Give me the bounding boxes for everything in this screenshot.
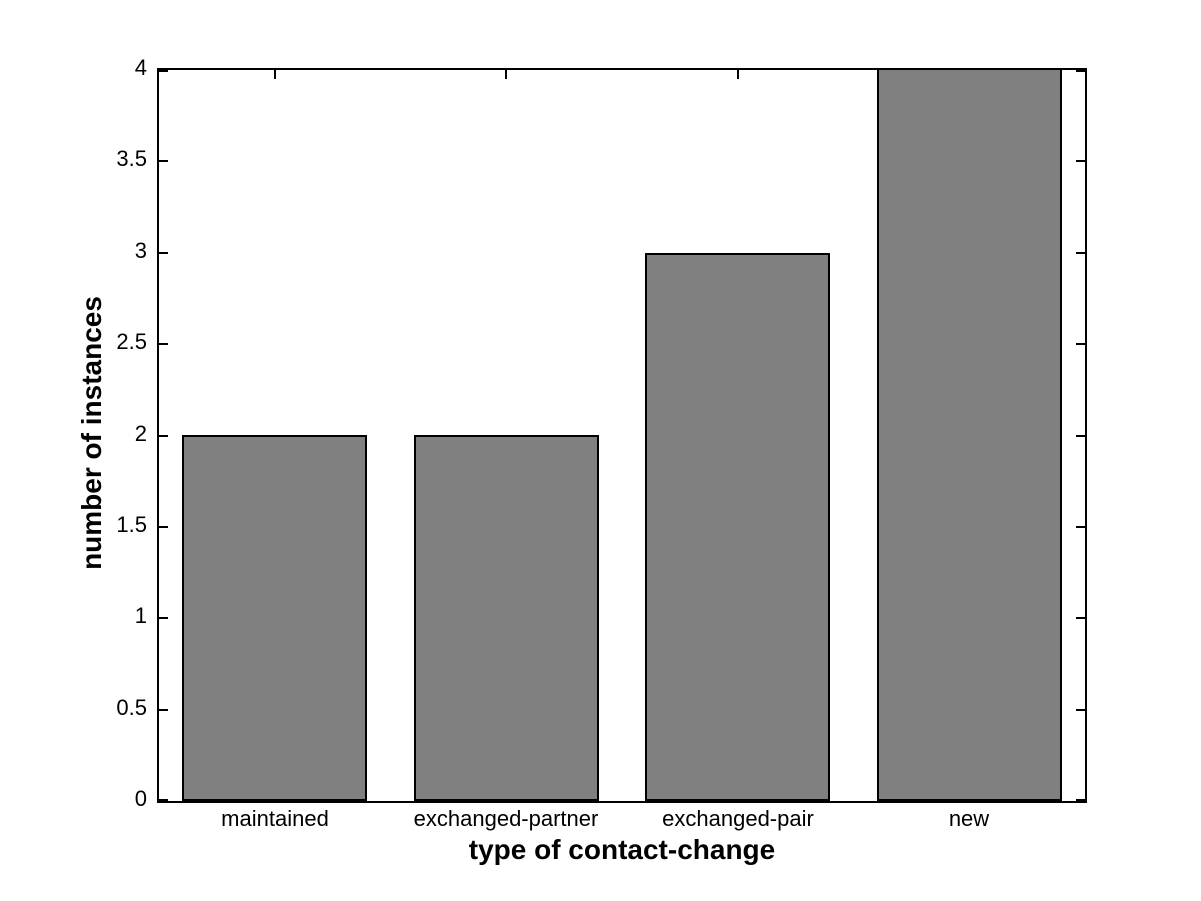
x-axis-tick-top [274,70,276,79]
bar-exchanged-partner [414,435,599,801]
y-axis-tick-left [159,160,168,162]
y-axis-tick-right [1076,252,1085,254]
y-axis-tick-left [159,526,168,528]
y-tick-label: 1.5 [116,512,147,537]
bar-new [877,70,1062,801]
bar-maintained [182,435,367,801]
y-tick-label: 3 [134,238,147,263]
y-axis-tick-left [159,709,168,711]
y-axis-tick-left [159,343,168,345]
x-tick-label: maintained [221,806,329,831]
x-tick-label: exchanged-partner [413,806,599,831]
x-axis-tick-top [737,70,739,79]
y-tick-label: 2 [134,421,147,446]
y-tick-label: 4 [134,55,147,80]
y-tick-label: 0.5 [116,695,147,720]
y-axis-tick-right [1076,709,1085,711]
x-axis-tick-top [505,70,507,79]
x-axis-label: type of contact-change [468,834,776,865]
x-tick-label: new [948,806,990,831]
y-axis-tick-right [1076,343,1085,345]
y-axis-tick-left [159,435,168,437]
y-tick-label: 1 [134,603,147,628]
y-axis-tick-right [1076,160,1085,162]
y-axis-tick-left [159,252,168,254]
x-tick-label: exchanged-pair [662,806,814,831]
plot-area [157,68,1087,803]
y-axis-tick-right [1076,526,1085,528]
bar-exchanged-pair [645,253,830,801]
y-axis-tick-left [159,799,168,801]
y-tick-label: 2.5 [116,329,147,354]
y-tick-label: 0 [134,786,147,811]
y-axis-tick-left [159,617,168,619]
y-axis-tick-left [159,70,168,72]
y-tick-label: 3.5 [116,146,147,171]
y-axis-tick-right [1076,435,1085,437]
y-axis-tick-right [1076,799,1085,801]
y-axis-tick-right [1076,617,1085,619]
y-axis-tick-right [1076,70,1085,72]
